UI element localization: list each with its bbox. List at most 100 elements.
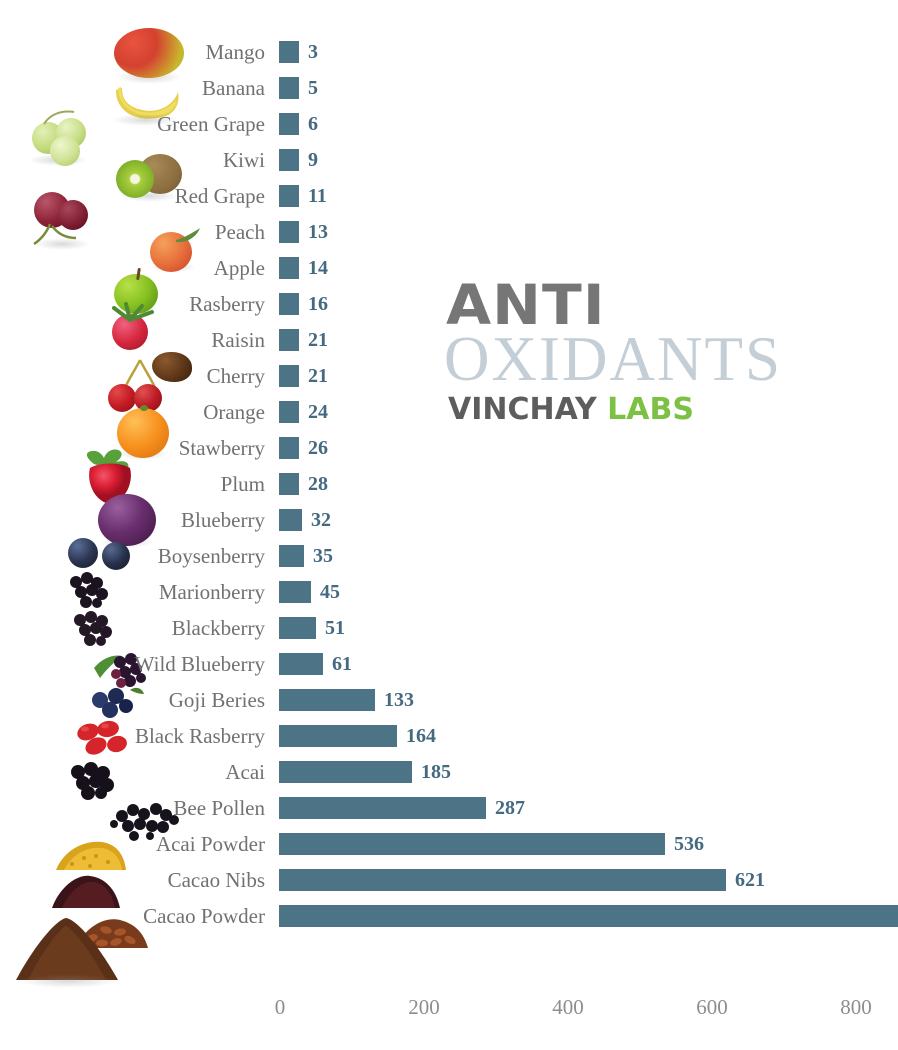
category-label: Apple [213,256,265,280]
chart-row: Cacao Nibs 621 [0,862,898,898]
bar [279,293,299,315]
category-label: Kiwi [223,148,265,172]
chart-row: Blackberry 51 [0,610,898,646]
chart-row: Banana 5 [0,70,898,106]
category-label: Blueberry [181,508,265,532]
category-label: Marionberry [158,580,265,604]
bar-value-label: 9 [308,149,318,171]
bar [279,833,665,855]
brand-labs-text: LABS [607,392,694,427]
chart-row: Bee Pollen 287 [0,790,898,826]
brand-vinchay-text: VINCHAY [448,392,597,427]
chart-row: Green Grape 6 [0,106,898,142]
chart-row: Kiwi 9 [0,142,898,178]
brand-tagline: VINCHAY LABS [448,392,846,428]
axis-tick-label: 200 [408,995,440,1019]
bar [279,725,397,747]
category-label: Boysenberry [157,544,265,568]
bar [279,401,299,423]
chart-row: Cherry 21 [0,358,898,394]
bar [279,329,299,351]
bar-value-label: 35 [313,545,333,567]
bar [279,185,299,207]
bar-value-label: 16 [308,293,328,315]
bar [279,149,299,171]
chart-row: Wild Blueberry 61 [0,646,898,682]
bar-value-label: 536 [674,833,704,855]
chart-row: Rasberry 16 [0,286,898,322]
bar-value-label: 13 [308,221,328,243]
bar-value-label: 11 [308,185,327,207]
chart-row: Red Grape 11 [0,178,898,214]
axis-tick-label: 400 [552,995,584,1019]
category-label: Goji Beries [168,688,265,712]
axis-tick-label: 800 [840,995,872,1019]
bar-value-label: 28 [308,473,328,495]
category-label: Bee Pollen [173,796,265,820]
category-label: Blackberry [171,616,265,640]
category-label: Raisin [211,328,265,352]
bar [279,869,726,891]
chart-row: Raisin 21 [0,322,898,358]
category-label: Cherry [206,364,265,388]
brand-title-block: ANTI OXIDANTS VINCHAY LABS [444,278,846,428]
bar-value-label: 164 [406,725,436,747]
chart-row: Marionberry 45 [0,574,898,610]
bar-value-label: 6 [308,113,318,135]
bar-value-label: 287 [495,797,525,819]
bar-value-label: 621 [735,869,765,891]
chart-row: Stawberry 26 [0,430,898,466]
bar [279,617,316,639]
bar-value-label: 21 [308,365,328,387]
bar-value-label: 61 [332,653,352,675]
bar-value-label: 14 [308,257,328,279]
category-label: Orange [203,400,265,424]
bar-value-label: 5 [308,77,318,99]
bar [279,113,299,135]
bar [279,653,323,675]
bar [279,77,299,99]
bar [279,221,299,243]
bar [279,545,304,567]
axis-tick-label: 0 [274,995,286,1019]
category-label: Cacao Nibs [167,868,265,892]
chart-row: Acai Powder 536 [0,826,898,862]
category-label: Mango [205,40,266,64]
bar [279,797,486,819]
bar-value-label: 24 [308,401,328,423]
category-label: Stawberry [178,436,265,460]
category-label: Acai [225,760,265,784]
chart-row: Black Rasberry 164 [0,718,898,754]
category-label: Banana [202,76,265,100]
category-label: Rasberry [189,292,265,316]
chart-row: Boysenberry 35 [0,538,898,574]
bar [279,509,302,531]
chart-row: Acai 185 [0,754,898,790]
bar [279,905,898,927]
brand-oxidants-text: OXIDANTS [444,324,782,394]
bar [279,581,311,603]
bar-value-label: 51 [325,617,345,639]
bar-value-label: 3 [308,41,318,63]
bar [279,257,299,279]
chart-row: Peach 13 [0,214,898,250]
category-label: Acai Powder [155,832,265,856]
bar-value-label: 26 [308,437,328,459]
chart-row: Plum 28 [0,466,898,502]
category-label: Black Rasberry [134,724,265,748]
bar-value-label: 21 [308,329,328,351]
bar-value-label: 45 [320,581,340,603]
category-label: Plum [220,472,265,496]
chart-row: Apple 14 [0,250,898,286]
chart-row: Cacao Powder955 [0,898,898,934]
category-label: Red Grape [174,184,265,208]
bar [279,761,412,783]
category-label: Green Grape [157,112,265,136]
chart-row: Goji Beries 133 [0,682,898,718]
bar [279,473,299,495]
bar-value-label: 185 [421,761,451,783]
bar [279,365,299,387]
bar-value-label: 133 [384,689,414,711]
chart-row: Blueberry 32 [0,502,898,538]
